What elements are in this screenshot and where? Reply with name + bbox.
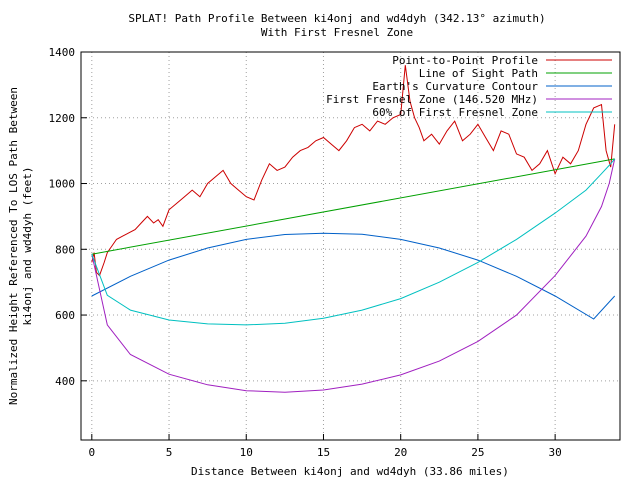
x-tick-label-0: 0 xyxy=(88,446,95,459)
legend-label-1: Line of Sight Path xyxy=(419,67,538,80)
x-axis-label: Distance Between ki4onj and wd4dyh (33.8… xyxy=(191,465,509,478)
grid xyxy=(81,52,620,440)
x-tick-label-5: 25 xyxy=(471,446,484,459)
chart-title: SPLAT! Path Profile Between ki4onj and w… xyxy=(128,12,545,25)
x-tick-label-3: 15 xyxy=(317,446,330,459)
series-line-3 xyxy=(91,158,616,393)
series-line-1 xyxy=(91,158,615,255)
y-tick-label-0: 400 xyxy=(55,375,75,388)
chart-subtitle: With First Fresnel Zone xyxy=(261,26,413,39)
x-tick-label-6: 30 xyxy=(549,446,562,459)
y-axis-label: Normalized Height Referenced To LOS Path… xyxy=(7,87,20,405)
series-line-0 xyxy=(91,65,616,277)
x-tick-label-1: 5 xyxy=(166,446,173,459)
legend-label-2: Earth's Curvature Contour xyxy=(372,80,538,93)
y-tick-label-2: 800 xyxy=(55,243,75,256)
y-tick-label-3: 1000 xyxy=(49,178,76,191)
y-axis-label-line2: ki4onj and wd4dyh (feet) xyxy=(21,167,34,326)
legend-label-3: First Fresnel Zone (146.520 MHz) xyxy=(326,93,538,106)
y-tick-label-4: 1200 xyxy=(49,112,76,125)
plot-frame xyxy=(80,51,621,441)
series-line-2 xyxy=(91,232,616,320)
series-line-4 xyxy=(91,158,616,326)
legend-label-0: Point-to-Point Profile xyxy=(392,54,538,67)
x-tick-label-4: 20 xyxy=(394,446,407,459)
y-tick-label-5: 1400 xyxy=(49,46,76,59)
legend-label-4: 60% of First Fresnel Zone xyxy=(372,106,538,119)
axis-ticks: 0 5 10 15 20 25 30 400 600 800 1000 1200 1400 xyxy=(49,46,562,459)
series-lines xyxy=(91,65,616,393)
y-tick-label-1: 600 xyxy=(55,309,75,322)
x-tick-label-2: 10 xyxy=(240,446,253,459)
